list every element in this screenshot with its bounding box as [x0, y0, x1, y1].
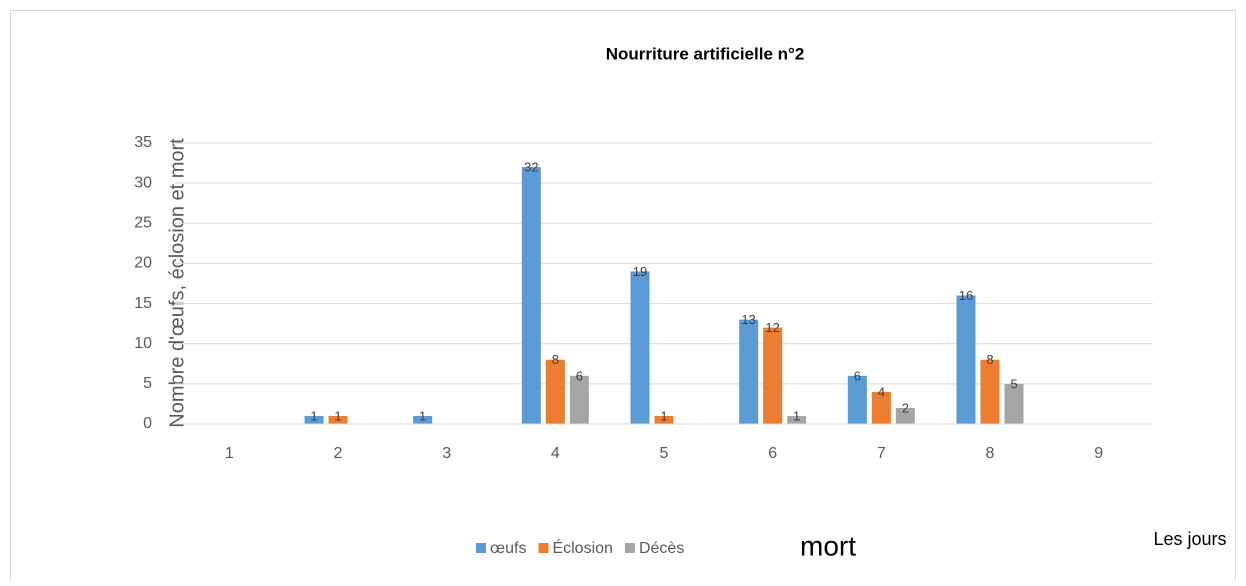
bar: [654, 415, 674, 424]
y-tick-label: 35: [134, 134, 152, 151]
chart-border: [10, 10, 1236, 586]
bar: [569, 375, 589, 424]
data-label: 6: [576, 368, 583, 383]
data-label: 4: [878, 384, 885, 399]
y-tick-label: 10: [134, 335, 152, 352]
x-tick-label: 6: [768, 445, 777, 462]
data-label: 1: [660, 408, 667, 423]
y-axis-label: Nombre d'œufs, éclosion et mort: [166, 138, 188, 428]
data-label: 1: [310, 408, 317, 423]
y-tick-label: 0: [143, 415, 152, 432]
bar: [739, 319, 759, 424]
x-tick-label: 8: [986, 445, 995, 462]
data-label: 32: [524, 160, 538, 175]
bar: [980, 359, 1000, 424]
legend-swatch: [624, 543, 635, 553]
bar: [521, 167, 541, 425]
bar: [304, 415, 324, 424]
x-tick-label: 2: [334, 445, 343, 462]
bar: [895, 407, 915, 424]
data-label: 13: [741, 312, 755, 327]
legend-label: Éclosion: [552, 538, 612, 557]
x-axis-label: Les jours: [1153, 529, 1226, 549]
bar: [956, 295, 976, 424]
y-tick-label: 5: [143, 375, 152, 392]
data-label: 1: [793, 408, 800, 423]
bar: [871, 391, 891, 424]
data-label: 16: [959, 288, 973, 303]
x-tick-label: 3: [442, 445, 451, 462]
y-tick-label: 30: [134, 174, 152, 191]
data-label: 2: [902, 400, 909, 415]
data-label: 19: [633, 264, 647, 279]
data-label: 6: [854, 368, 861, 383]
bar: [545, 359, 565, 424]
x-tick-label: 9: [1094, 445, 1103, 462]
y-tick-label: 15: [134, 295, 152, 312]
legend-label: Décès: [639, 540, 684, 557]
bar: [847, 375, 867, 424]
bar: [787, 415, 807, 424]
x-tick-label: 4: [551, 445, 560, 462]
legend-label: œufs: [490, 540, 526, 557]
data-label: 12: [765, 320, 779, 335]
y-tick-label: 20: [134, 255, 152, 272]
data-label: 1: [334, 408, 341, 423]
bar: [1004, 383, 1024, 424]
x-tick-label: 7: [877, 445, 886, 462]
x-tick-label: 5: [660, 445, 669, 462]
bar: [328, 415, 348, 424]
legend-swatch: [538, 543, 549, 553]
legend-swatch: [476, 543, 486, 553]
x-tick-label: 1: [225, 445, 234, 462]
data-label: 8: [986, 352, 993, 367]
chart-title: Nourriture artificielle n°2: [606, 44, 805, 63]
bar: [413, 415, 433, 424]
data-label: 1: [419, 408, 426, 423]
bar: [630, 271, 650, 424]
y-tick-label: 25: [134, 215, 152, 232]
data-label: 8: [552, 352, 559, 367]
data-label: 5: [1010, 376, 1017, 391]
bar: [763, 327, 783, 424]
annotation: mort: [800, 530, 856, 561]
